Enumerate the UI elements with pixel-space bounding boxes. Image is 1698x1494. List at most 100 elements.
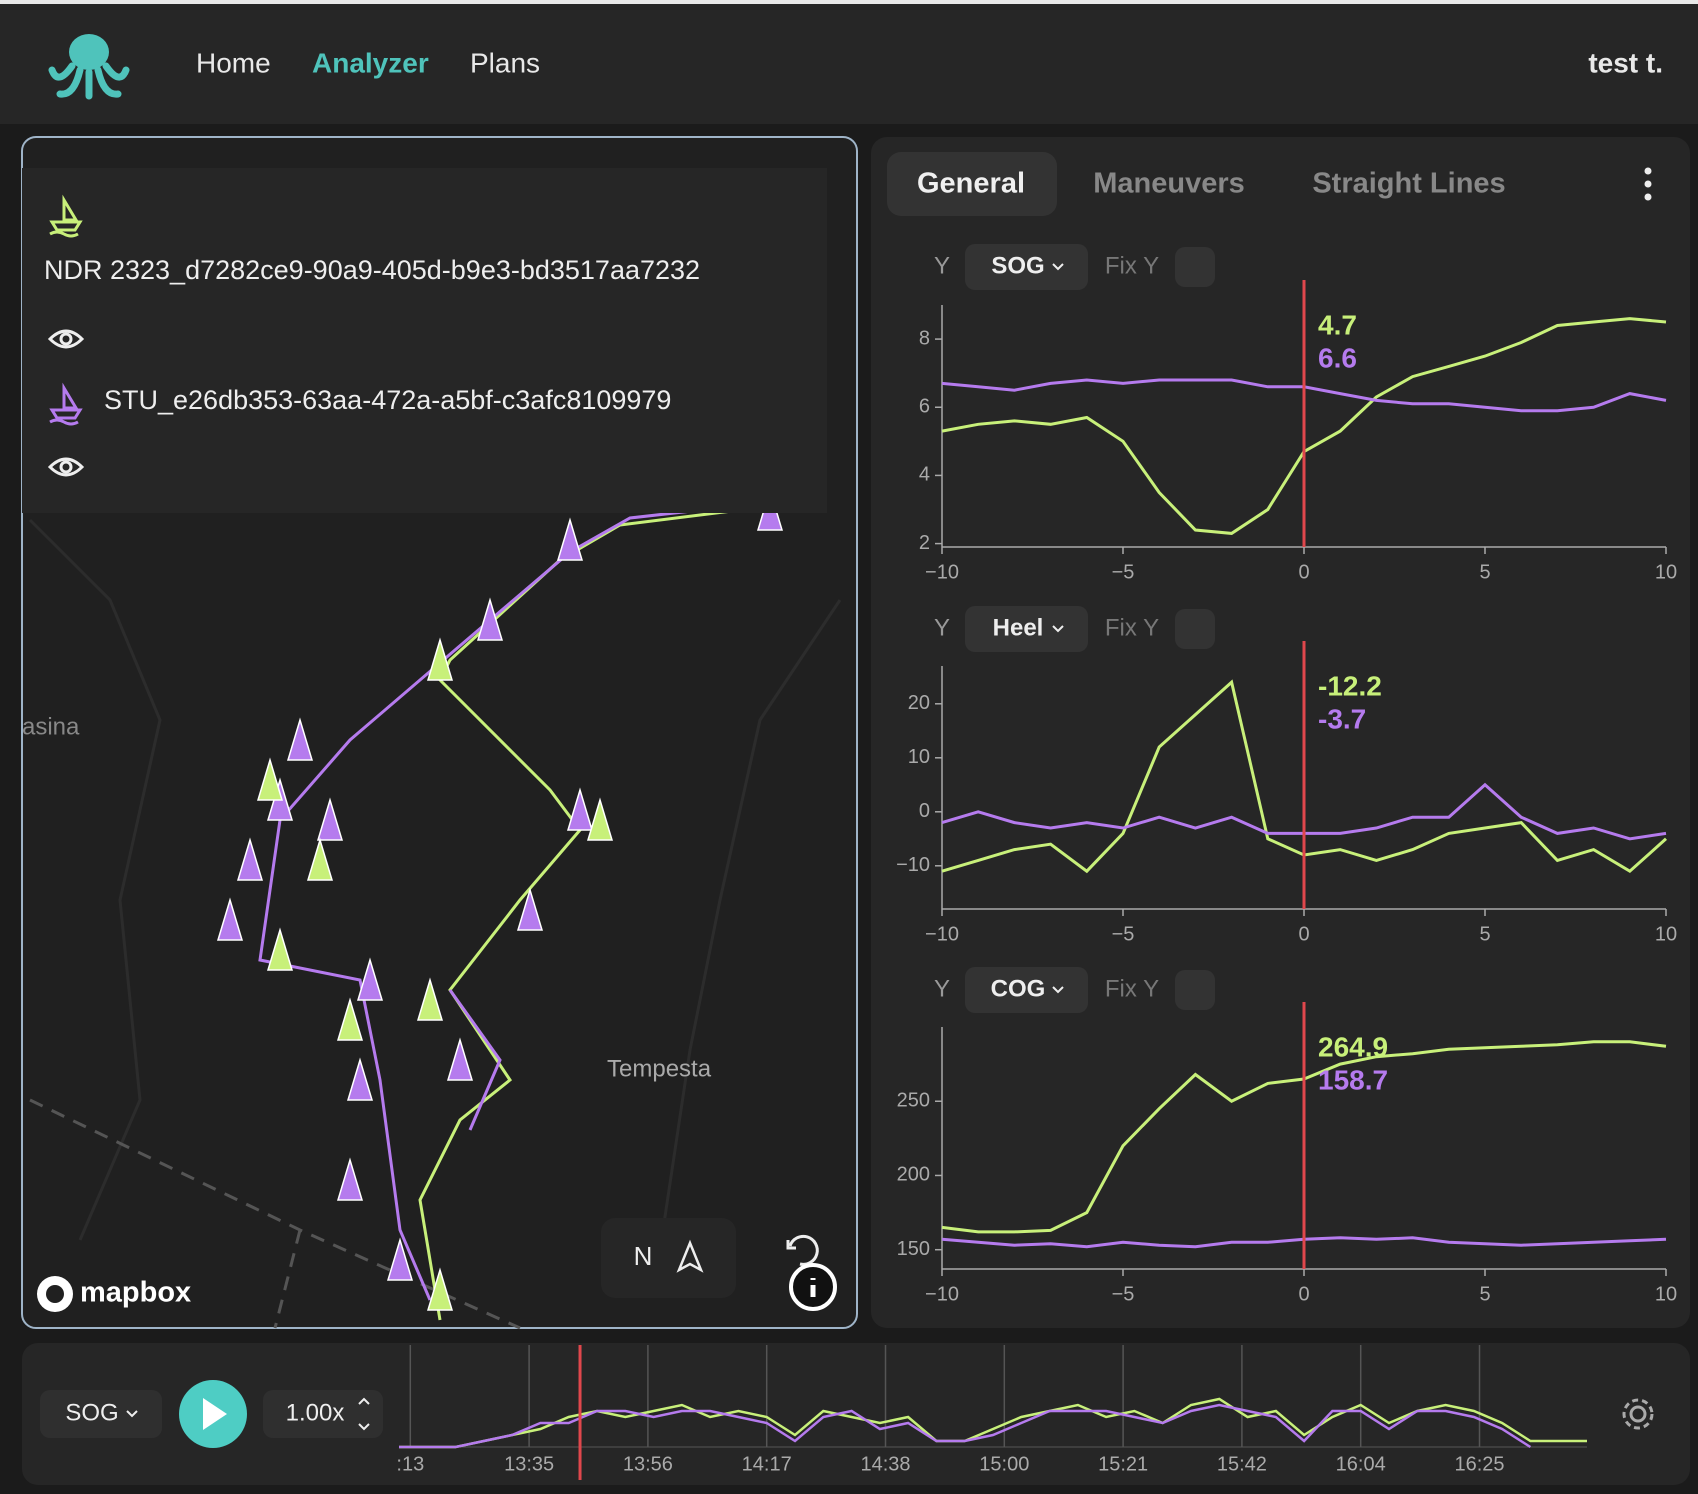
map-label: Tempesta xyxy=(607,1055,712,1082)
x-tick-label: −10 xyxy=(925,923,959,945)
visibility-toggle[interactable] xyxy=(47,329,85,349)
x-tick-label: 13:35 xyxy=(504,1453,554,1475)
map-attribution[interactable]: mapbox xyxy=(80,1277,191,1309)
boat-markers xyxy=(216,487,784,1311)
tab[interactable]: Straight Lines xyxy=(1312,168,1505,200)
fix-y-label: Fix Y xyxy=(1105,614,1159,641)
x-tick-label: :13 xyxy=(396,1453,424,1475)
x-tick-label: 5 xyxy=(1479,923,1490,945)
fix-y-checkbox[interactable] xyxy=(1175,970,1215,1010)
reset-view[interactable] xyxy=(786,1234,819,1266)
speed-label[interactable]: 1.00x xyxy=(286,1399,345,1426)
metric-select-label[interactable]: SOG xyxy=(65,1399,118,1426)
boat-name: NDR 2323_d7282ce9-90a9-405d-b9e3-bd3517a… xyxy=(44,255,700,285)
tab-active-bg xyxy=(887,152,1057,216)
more-menu[interactable] xyxy=(1644,167,1652,201)
logo[interactable] xyxy=(48,34,130,100)
speed-select[interactable] xyxy=(263,1390,383,1438)
y-label: Y xyxy=(934,614,950,641)
cursor-readout: -12.2 xyxy=(1318,670,1382,701)
x-tick-label: 0 xyxy=(1298,923,1309,945)
metric-select[interactable] xyxy=(965,244,1088,290)
x-tick-label: 5 xyxy=(1479,561,1490,583)
cursor-readout: 4.7 xyxy=(1318,309,1357,340)
fix-y-label: Fix Y xyxy=(1105,252,1159,279)
boat-icon-1[interactable] xyxy=(49,194,83,238)
top-bar xyxy=(0,0,1698,124)
y-tick-label: 150 xyxy=(897,1238,930,1260)
nav-analyzer[interactable]: Analyzer xyxy=(312,47,429,78)
metric-select-label[interactable]: Heel xyxy=(993,614,1044,641)
nav-plans[interactable]: Plans xyxy=(470,47,540,78)
metric-select-label[interactable]: COG xyxy=(991,975,1046,1002)
x-tick-label: 10 xyxy=(1655,923,1677,945)
y-tick-label: 0 xyxy=(919,800,930,822)
x-tick-label: 5 xyxy=(1479,1283,1490,1305)
data-line xyxy=(399,1403,1532,1449)
chevron xyxy=(1052,986,1064,994)
y-tick-label: 6 xyxy=(919,396,930,418)
y-label: Y xyxy=(934,975,950,1002)
x-tick-label: 13:56 xyxy=(623,1453,673,1475)
x-tick-label: 16:04 xyxy=(1336,1453,1386,1475)
y-tick-label: 20 xyxy=(908,692,930,714)
x-tick-label: 16:25 xyxy=(1454,1453,1504,1475)
boat-icon-2[interactable] xyxy=(49,382,83,426)
nav-home[interactable]: Home xyxy=(196,47,271,78)
y-label: Y xyxy=(934,252,950,279)
metric-select[interactable] xyxy=(965,606,1088,652)
visibility-toggle[interactable] xyxy=(47,457,85,477)
x-tick-label: 15:42 xyxy=(1217,1453,1267,1475)
y-tick-label: 250 xyxy=(897,1090,930,1112)
tab[interactable]: Maneuvers xyxy=(1093,168,1245,200)
chevron xyxy=(126,1410,138,1418)
x-tick-label: 14:38 xyxy=(860,1453,910,1475)
settings[interactable] xyxy=(1622,1398,1654,1430)
x-tick-label: 15:21 xyxy=(1098,1453,1148,1475)
x-tick-label: 10 xyxy=(1655,1283,1677,1305)
y-tick-label: 2 xyxy=(919,532,930,554)
x-tick-label: 0 xyxy=(1298,561,1309,583)
user-name[interactable]: test t. xyxy=(1588,47,1663,78)
x-tick-label: 14:17 xyxy=(742,1453,792,1475)
top-border xyxy=(0,0,1698,4)
fix-y-checkbox[interactable] xyxy=(1175,247,1215,287)
x-tick-label: 0 xyxy=(1298,1283,1309,1305)
map-label: asina xyxy=(22,713,80,740)
cursor-readout: 6.6 xyxy=(1318,342,1357,373)
compass-arrow xyxy=(676,1239,704,1273)
cursor-readout: -3.7 xyxy=(1318,703,1366,734)
metric-select[interactable] xyxy=(40,1390,162,1438)
x-tick-label: −10 xyxy=(925,1283,959,1305)
boat-list xyxy=(22,168,827,513)
chevron xyxy=(1052,263,1064,271)
fix-y-checkbox[interactable] xyxy=(1175,609,1215,649)
x-tick-label: 15:00 xyxy=(979,1453,1029,1475)
analysis-panel xyxy=(871,137,1690,1328)
cursor-readout: 158.7 xyxy=(1318,1064,1388,1095)
play-glyph xyxy=(203,1398,227,1430)
compass-control[interactable] xyxy=(601,1218,736,1298)
y-tick-label: 4 xyxy=(919,464,930,486)
fix-y-label: Fix Y xyxy=(1105,975,1159,1002)
y-tick-label: 10 xyxy=(908,746,930,768)
compass-north[interactable]: N xyxy=(634,1241,653,1271)
x-tick-label: 10 xyxy=(1655,561,1677,583)
mapbox-logo-inner xyxy=(46,1285,64,1303)
cursor-readout: 264.9 xyxy=(1318,1031,1388,1062)
speed-stepper[interactable] xyxy=(358,1397,370,1431)
x-tick-label: −5 xyxy=(1112,561,1135,583)
metric-select[interactable] xyxy=(965,967,1088,1013)
x-tick-label: −5 xyxy=(1112,1283,1135,1305)
y-tick-label: 200 xyxy=(897,1164,930,1186)
boat-name: STU_e26db353-63aa-472a-a5bf-c3afc8109979 xyxy=(104,385,671,415)
chevron xyxy=(1052,625,1064,633)
x-tick-label: −5 xyxy=(1112,923,1135,945)
tab[interactable]: General xyxy=(917,168,1025,200)
x-tick-label: −10 xyxy=(925,561,959,583)
metric-select-label[interactable]: SOG xyxy=(991,252,1044,279)
y-tick-label: 8 xyxy=(919,327,930,349)
